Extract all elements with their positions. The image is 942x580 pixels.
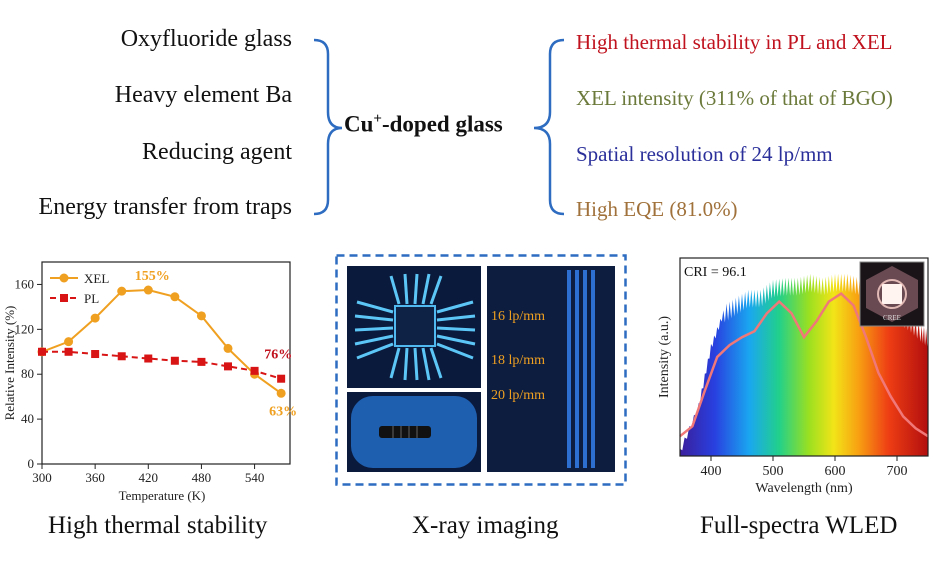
wled-chart: 400 500 600 700 Wavelength (nm) Intensity (a.… bbox=[657, 257, 929, 496]
thermal-ytick-label: 80 bbox=[21, 366, 34, 381]
thermal-annotation: 63% bbox=[269, 404, 297, 419]
xray-caption: X-ray imaging bbox=[412, 512, 559, 539]
resolution-bars bbox=[567, 270, 595, 468]
point-pl bbox=[64, 347, 73, 356]
center-base: Cu bbox=[344, 111, 374, 137]
center-suffix: -doped glass bbox=[381, 111, 503, 137]
thermal-ytick-label: 120 bbox=[15, 321, 35, 336]
point-pl bbox=[117, 352, 126, 361]
series-line-xel bbox=[41, 289, 282, 395]
point-xel bbox=[143, 285, 153, 295]
xray-label-18: 18 lp/mm bbox=[491, 353, 546, 368]
xray-dashed-frame bbox=[335, 254, 627, 486]
led-halo bbox=[877, 279, 907, 309]
wled-xtick-label: 400 bbox=[701, 464, 722, 479]
thermal-annotation: 155% bbox=[135, 269, 170, 284]
input-reducing-agent: Reducing agent bbox=[142, 139, 292, 165]
thermal-xlabel: Temperature (K) bbox=[119, 488, 206, 503]
point-xel bbox=[117, 286, 127, 296]
point-pl bbox=[224, 362, 232, 371]
thermal-ytick-label: 40 bbox=[21, 411, 34, 426]
wled-xlabel: Wavelength (nm) bbox=[755, 481, 853, 496]
led-photo-inset: CREE bbox=[859, 261, 925, 327]
input-oxyfluoride: Oxyfluoride glass bbox=[120, 26, 292, 52]
point-pl bbox=[197, 357, 206, 366]
resolution-image bbox=[487, 266, 615, 472]
point-pl bbox=[250, 366, 259, 375]
series-line-pl bbox=[42, 350, 282, 380]
thermal-ytick-label: 160 bbox=[15, 276, 35, 291]
xray-panel bbox=[335, 254, 627, 486]
thermal-xtick-label: 420 bbox=[139, 470, 159, 485]
wled-xtick-label: 500 bbox=[763, 464, 784, 479]
wled-xtick-label: 700 bbox=[887, 464, 908, 479]
point-xel bbox=[90, 313, 100, 323]
point-pl bbox=[170, 356, 179, 365]
xray-label-20: 20 lp/mm bbox=[491, 388, 546, 403]
wled-plot-frame bbox=[679, 257, 929, 457]
legend-label-pl: PL bbox=[84, 291, 99, 306]
thermal-caption: High thermal stability bbox=[48, 512, 268, 539]
center-material-label: Cu+-doped glass bbox=[344, 111, 503, 138]
thermal-ytick-label: 0 bbox=[28, 456, 35, 471]
point-xel bbox=[276, 388, 286, 398]
legend-marker-xel bbox=[59, 273, 69, 283]
input-energy-transfer: Energy transfer from traps bbox=[38, 194, 292, 220]
left-brace bbox=[313, 38, 343, 216]
xray-label-16: 16 lp/mm bbox=[491, 309, 546, 324]
output-eqe: High EQE (81.0%) bbox=[576, 197, 738, 221]
thermal-xtick-label: 300 bbox=[32, 470, 52, 485]
thermal-xtick-label: 540 bbox=[245, 470, 265, 485]
point-xel bbox=[170, 292, 180, 302]
emission-curve bbox=[679, 292, 929, 438]
led-chip-label: CREE bbox=[883, 314, 901, 322]
output-xel-intensity: XEL intensity (311% of that of BGO) bbox=[576, 86, 893, 110]
screw-threads bbox=[392, 426, 418, 438]
led-chip-glow bbox=[882, 284, 902, 304]
point-xel bbox=[64, 337, 74, 347]
chip-leads bbox=[354, 273, 476, 381]
point-pl bbox=[91, 350, 100, 359]
thermal-plot-frame bbox=[41, 261, 291, 465]
point-pl bbox=[38, 347, 46, 356]
thermal-annotation: 76% bbox=[264, 348, 292, 363]
output-thermal-stability: High thermal stability in PL and XEL bbox=[576, 30, 893, 54]
thermal-xtick-label: 360 bbox=[85, 470, 105, 485]
right-brace bbox=[533, 38, 565, 216]
thermal-xtick-label: 480 bbox=[192, 470, 212, 485]
thermal-chart: 300 360 420 480 540 0 40 80 120 160 Temperature (K… bbox=[2, 261, 297, 503]
point-pl bbox=[144, 354, 153, 363]
legend-label-xel: XEL bbox=[84, 271, 109, 286]
wled-xtick-label: 600 bbox=[825, 464, 846, 479]
point-pl bbox=[277, 374, 286, 383]
input-heavy-element: Heavy element Ba bbox=[114, 82, 292, 108]
screw-body bbox=[379, 426, 431, 438]
legend-marker-pl bbox=[60, 294, 68, 302]
cri-label: CRI = 96.1 bbox=[684, 265, 747, 280]
output-spatial-resolution: Spatial resolution of 24 lp/mm bbox=[576, 142, 833, 166]
chip-die bbox=[394, 305, 436, 347]
point-xel bbox=[223, 343, 233, 353]
thermal-ylabel: Relative Intensity (%) bbox=[2, 306, 17, 421]
wled-caption: Full-spectra WLED bbox=[700, 512, 898, 539]
point-xel bbox=[196, 311, 206, 321]
wled-ylabel: Intensity (a.u.) bbox=[657, 316, 672, 398]
center-sup: + bbox=[373, 111, 382, 127]
